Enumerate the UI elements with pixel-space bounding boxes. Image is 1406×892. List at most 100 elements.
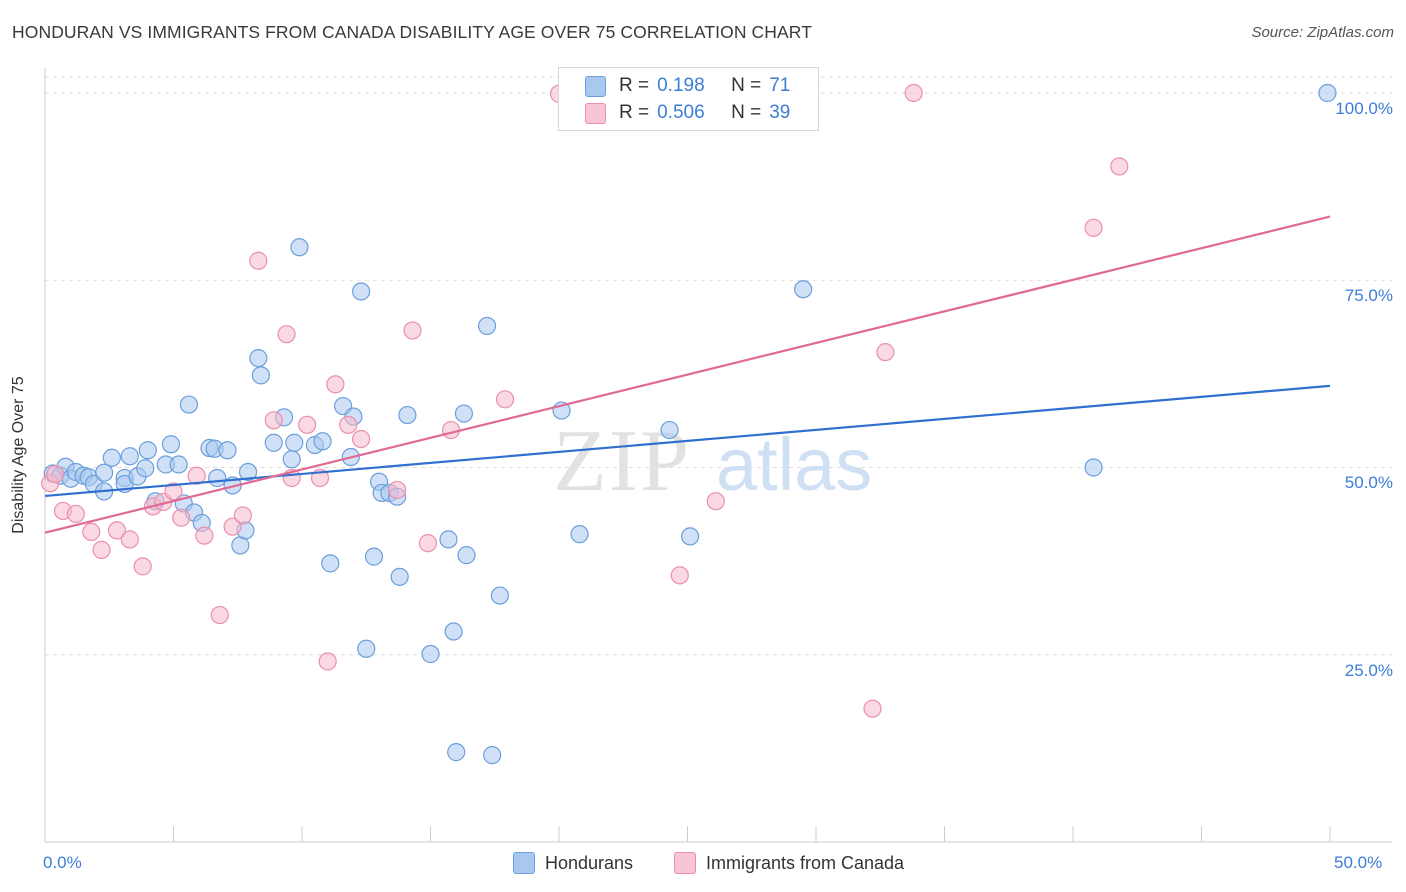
- legend-row-hondurans: R = 0.198 N = 71: [585, 74, 791, 98]
- data-point: [133, 557, 152, 576]
- trend-line-hondurans: [44, 384, 1331, 498]
- r-value: 0.198: [657, 75, 705, 96]
- data-point: [495, 390, 515, 409]
- data-point: [403, 321, 422, 340]
- y-tick-label: 50.0%: [1344, 473, 1393, 493]
- data-point: [387, 480, 407, 500]
- data-point: [339, 415, 358, 434]
- data-point: [794, 280, 813, 299]
- legend-item-canada: Immigrants from Canada: [674, 852, 904, 874]
- data-point: [490, 586, 509, 605]
- data-point: [390, 567, 409, 586]
- data-point: [477, 316, 497, 336]
- data-point: [282, 450, 301, 469]
- data-point: [441, 420, 461, 440]
- legend-label-canada: Immigrants from Canada: [706, 852, 905, 873]
- data-point: [1084, 218, 1103, 237]
- data-point: [169, 455, 188, 474]
- data-point: [483, 746, 502, 765]
- data-point: [318, 652, 337, 671]
- r-label: R =: [619, 102, 650, 123]
- watermark: ZIP atlas: [553, 413, 872, 510]
- data-point: [107, 521, 127, 540]
- legend-swatch-blue: [513, 852, 535, 874]
- data-point: [285, 433, 304, 452]
- data-point: [92, 540, 111, 559]
- data-point: [187, 466, 206, 485]
- x-tick-label-max: 50.0%: [1334, 853, 1383, 872]
- source-label: Source: ZipAtlas.com: [1251, 24, 1394, 41]
- data-point: [439, 530, 458, 549]
- data-point: [120, 530, 139, 549]
- data-point: [210, 605, 229, 625]
- data-point: [172, 508, 191, 527]
- data-point: [120, 447, 139, 466]
- n-label: N =: [731, 75, 762, 96]
- data-point: [298, 415, 317, 434]
- data-point: [138, 441, 157, 460]
- y-tick-label: 75.0%: [1344, 286, 1393, 306]
- data-point: [179, 395, 199, 414]
- trend-line-canada: [44, 215, 1331, 534]
- data-point: [1110, 157, 1129, 176]
- data-point: [398, 405, 417, 425]
- legend-swatch-pink: [674, 852, 696, 874]
- n-value: 39: [769, 102, 791, 123]
- data-point: [218, 441, 237, 460]
- data-point: [863, 699, 882, 718]
- x-tick-label-min: 0.0%: [43, 853, 82, 872]
- data-point: [82, 522, 101, 542]
- r-label: R =: [619, 75, 650, 96]
- data-point: [680, 527, 700, 546]
- axes: [44, 68, 1392, 843]
- data-point: [352, 429, 371, 449]
- data-point: [457, 546, 476, 565]
- data-point: [570, 525, 589, 544]
- data-point: [249, 251, 268, 270]
- data-point: [161, 435, 181, 454]
- data-point: [321, 554, 340, 573]
- data-point: [454, 404, 474, 423]
- data-point: [136, 459, 155, 478]
- data-point: [249, 349, 268, 368]
- data-point: [421, 644, 440, 664]
- legend-label-hondurans: Hondurans: [545, 852, 634, 873]
- data-point: [352, 282, 371, 301]
- stats-legend: R = 0.198 N = 71 R = 0.506 N = 39: [558, 67, 819, 131]
- data-point: [1318, 83, 1337, 103]
- r-value: 0.506: [657, 102, 705, 123]
- data-point: [447, 743, 466, 762]
- data-point: [264, 433, 283, 452]
- legend-swatch-pink: [585, 102, 606, 124]
- data-point: [223, 517, 242, 536]
- data-point: [277, 325, 296, 344]
- data-point: [290, 238, 309, 257]
- legend-item-hondurans: Hondurans: [513, 852, 633, 874]
- data-point: [357, 639, 376, 658]
- data-point: [876, 343, 895, 362]
- data-point: [46, 465, 65, 484]
- data-point: [238, 462, 258, 482]
- data-point: [313, 432, 332, 451]
- hondurans-points: [43, 83, 1337, 765]
- n-label: N =: [731, 102, 762, 123]
- data-point: [660, 420, 679, 440]
- legend-swatch-blue: [585, 75, 606, 97]
- n-value: 71: [769, 75, 791, 96]
- y-tick-label: 100.0%: [1335, 98, 1393, 118]
- canada-points: [41, 83, 1129, 718]
- y-tick-label: 25.0%: [1344, 660, 1393, 680]
- data-point: [326, 375, 345, 394]
- data-point: [66, 504, 85, 524]
- data-point: [444, 622, 463, 641]
- data-point: [418, 534, 438, 553]
- data-point: [208, 468, 227, 488]
- chart-title: HONDURAN VS IMMIGRANTS FROM CANADA DISAB…: [12, 22, 812, 42]
- data-point: [264, 411, 283, 430]
- data-point: [102, 448, 121, 467]
- data-point: [251, 366, 270, 385]
- data-point: [364, 547, 384, 566]
- data-point: [195, 526, 214, 545]
- data-point: [706, 492, 725, 511]
